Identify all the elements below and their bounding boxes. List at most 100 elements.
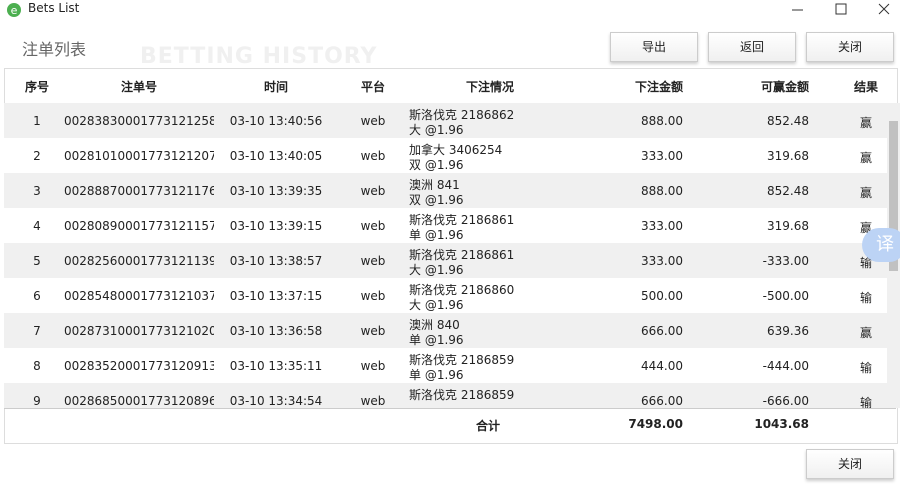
- table-cell: 输: [859, 396, 872, 408]
- column-header: 下注金额: [634, 80, 683, 94]
- table-total: 合计 7498.00 1043.68: [4, 408, 896, 441]
- table-row: 8 00283520001773120913 03-10 13:35:11 web 斯洛…: [4, 348, 887, 383]
- column-header: 可赢金额: [760, 80, 809, 94]
- table-cell: -500.00: [762, 289, 809, 303]
- table-cell: 00281010001773121207: [64, 149, 214, 163]
- column-header: 注单号: [120, 80, 157, 94]
- table-cell: 0028383000177312125​8: [64, 114, 214, 128]
- table-cell: 00280890001773121157: [64, 219, 214, 233]
- table-row: 9 00286850001773120896 03-10 13:34:54 web 斯洛…: [4, 383, 887, 408]
- column-header: 结果: [853, 80, 878, 94]
- table-cell: 888.00: [641, 114, 683, 128]
- total-stake: 7498.00: [628, 417, 683, 431]
- table-cell: web: [360, 254, 386, 268]
- title-bar: e Bets List: [0, 0, 900, 20]
- table-row: 3 00288870001773121176 03-10 13:39:35 web 澳洲…: [4, 173, 887, 208]
- table-cell: 500.00: [641, 289, 683, 303]
- bet-detail: 双 @1.96: [409, 193, 464, 207]
- table-cell: 319.68: [767, 219, 809, 233]
- table-cell: web: [360, 184, 386, 198]
- column-header: 时间: [263, 80, 288, 94]
- table-cell: -444.00: [762, 359, 809, 373]
- header-button[interactable]: 关闭: [806, 32, 894, 62]
- table-cell: web: [360, 359, 386, 373]
- table-body: 1 0028383000177312125​8 03-10 13:40:56 web 斯…: [4, 103, 887, 408]
- table-row: 4 00280890001773121157 03-10 13:39:15 web 斯洛…: [4, 208, 887, 243]
- table-row: 1 0028383000177312125​8 03-10 13:40:56 web 斯…: [4, 103, 887, 138]
- table-header: 序号 注单号 时间 平台 下注情况 下注金额 可赢金额 结果: [0, 72, 886, 100]
- total-win: 1043.68: [754, 417, 809, 431]
- table-cell: 888.00: [641, 184, 683, 198]
- table-cell: 赢: [859, 326, 872, 340]
- table-cell: 333.00: [641, 149, 683, 163]
- column-header: 序号: [24, 80, 49, 94]
- table-cell: 6: [33, 289, 41, 303]
- table-cell: 输: [859, 361, 872, 375]
- table-cell: 赢: [859, 116, 872, 130]
- table-cell: 666.00: [641, 394, 683, 408]
- bet-detail: 加拿大 3406254: [409, 143, 503, 157]
- table-cell: 852.48: [767, 114, 809, 128]
- bet-detail: 澳洲 841: [409, 178, 460, 192]
- table-cell: 639.36: [767, 324, 809, 338]
- svg-text:e: e: [11, 4, 18, 17]
- close-button[interactable]: 关闭: [806, 449, 894, 479]
- table-cell: 333.00: [641, 254, 683, 268]
- app-icon: e: [7, 3, 21, 17]
- table-cell: 输: [859, 256, 872, 270]
- table-cell: 00286850001773120896: [64, 394, 214, 408]
- table-row: 2 00281010001773121207 03-10 13:40:05 web 加拿…: [4, 138, 887, 173]
- table-cell: web: [360, 394, 386, 408]
- bet-detail: 斯洛伐克 2186861: [409, 248, 515, 262]
- table-cell: 00288870001773121176: [64, 184, 214, 198]
- page-title: 注单列表: [22, 40, 87, 59]
- window-controls[interactable]: [780, 0, 900, 20]
- table-cell: 03-10 13:38:57: [229, 254, 323, 268]
- header-button[interactable]: 导出: [610, 32, 698, 62]
- table-cell: web: [360, 114, 386, 128]
- bet-detail: 单 @1.96: [409, 228, 464, 242]
- bet-detail: 斯洛伐克 2186859: [409, 353, 515, 367]
- table-cell: 03-10 13:39:15: [229, 219, 323, 233]
- table-cell: 2: [33, 149, 41, 163]
- table-cell: 7: [33, 324, 41, 338]
- bet-detail: 斯洛伐克 2186860: [409, 283, 515, 297]
- table-cell: web: [360, 149, 386, 163]
- bet-detail: 斯洛伐克 2186861: [409, 213, 515, 227]
- table-row: 7 00287310001773121020 03-10 13:36:58 web 澳洲…: [4, 313, 887, 348]
- bet-detail: 斯洛伐克 2186862: [409, 108, 515, 122]
- column-header: 平台: [360, 80, 385, 94]
- table-cell: 444.00: [641, 359, 683, 373]
- bet-detail: 大 @1.96: [409, 298, 464, 312]
- table-cell: 00287310001773121020: [64, 324, 214, 338]
- table-cell: 333.00: [641, 219, 683, 233]
- bet-detail: 斯洛伐克 2186859: [409, 388, 515, 402]
- translate-button[interactable]: 译: [862, 228, 900, 262]
- table-cell: 赢: [859, 151, 872, 165]
- table-cell: -666.00: [762, 394, 809, 408]
- table-cell: -333.00: [762, 254, 809, 268]
- table-row: 6 00285480001773121037 03-10 13:37:15 web 斯洛…: [4, 278, 887, 313]
- table-cell: 4: [33, 219, 41, 233]
- total-label: 合计: [475, 419, 500, 433]
- table-cell: 1: [33, 114, 41, 128]
- bet-detail: 单 @1.96: [409, 368, 464, 382]
- table-cell: 03-10 13:35:11: [229, 359, 323, 373]
- table-cell: 5: [33, 254, 41, 268]
- table-cell: 00285480001773121037: [64, 289, 214, 303]
- table-cell: web: [360, 324, 386, 338]
- table-cell: 3: [33, 184, 41, 198]
- table-cell: 03-10 13:40:05: [229, 149, 323, 163]
- bet-detail: 大 @1.96: [409, 263, 464, 277]
- table-cell: 319.68: [767, 149, 809, 163]
- header-button[interactable]: 返回: [708, 32, 796, 62]
- bet-detail: 双 @1.96: [409, 158, 464, 172]
- bet-detail: 单 @1.96: [409, 333, 464, 347]
- table-cell: 852.48: [767, 184, 809, 198]
- table-cell: 9: [33, 394, 41, 408]
- table-cell: 03-10 13:40:56: [229, 114, 323, 128]
- window-title: Bets List: [28, 1, 80, 15]
- table-cell: 03-10 13:34:54: [229, 394, 323, 408]
- table-row: 5 00282560001773121139 03-10 13:38:57 web 斯洛…: [4, 243, 887, 278]
